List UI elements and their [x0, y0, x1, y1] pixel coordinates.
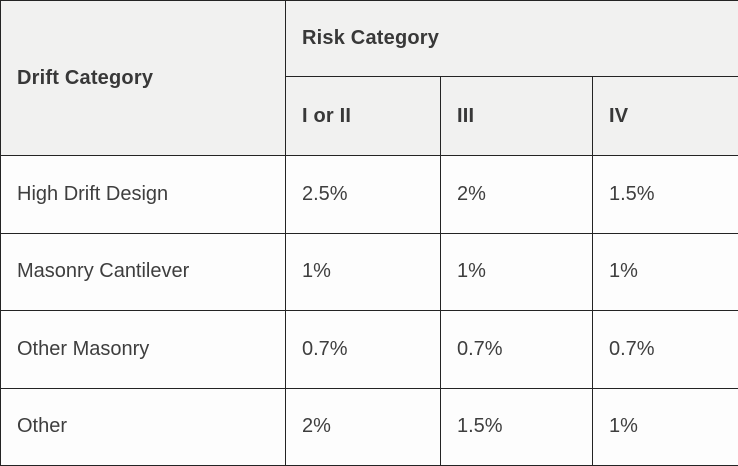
table-body: High Drift Design 2.5% 2% 1.5% Masonry Canti… — [0, 155, 738, 466]
cell-value: 0.7% — [591, 310, 738, 389]
cell-value: 1% — [440, 232, 593, 311]
header-row-group: Drift Category Risk Category — [0, 0, 738, 156]
table-row: Other Masonry 0.7% 0.7% 0.7% — [0, 310, 738, 389]
row-label-high-drift-design: High Drift Design — [0, 155, 286, 234]
cell-value: 1% — [591, 232, 738, 311]
cell-value: 0.7% — [285, 310, 441, 389]
table-row: Other 2% 1.5% 1% — [0, 387, 738, 466]
row-label-other-masonry: Other Masonry — [0, 310, 286, 389]
column-header-iv: IV — [591, 76, 738, 156]
cell-value: 2% — [285, 387, 441, 466]
header-row-sub: I or II III IV — [1, 76, 738, 156]
cell-value: 0.7% — [440, 310, 593, 389]
column-header-drift-category: Drift Category — [0, 0, 286, 156]
row-label-other: Other — [0, 387, 286, 466]
cell-value: 1% — [285, 232, 441, 311]
cell-value: 1.5% — [440, 387, 593, 466]
cell-value: 1% — [591, 387, 738, 466]
column-header-iii: III — [440, 76, 593, 156]
cell-value: 2% — [440, 155, 593, 234]
row-label-masonry-cantilever: Masonry Cantilever — [0, 232, 286, 311]
table-row: High Drift Design 2.5% 2% 1.5% — [0, 155, 738, 234]
table-header: Drift Category Risk Category I or II III I… — [0, 0, 738, 156]
column-group-header-risk-category: Risk Category — [284, 0, 738, 77]
cell-value: 2.5% — [285, 155, 441, 234]
cell-value: 1.5% — [591, 155, 738, 234]
table-row: Masonry Cantilever 1% 1% 1% — [0, 232, 738, 311]
column-header-i-or-ii: I or II — [285, 76, 441, 156]
